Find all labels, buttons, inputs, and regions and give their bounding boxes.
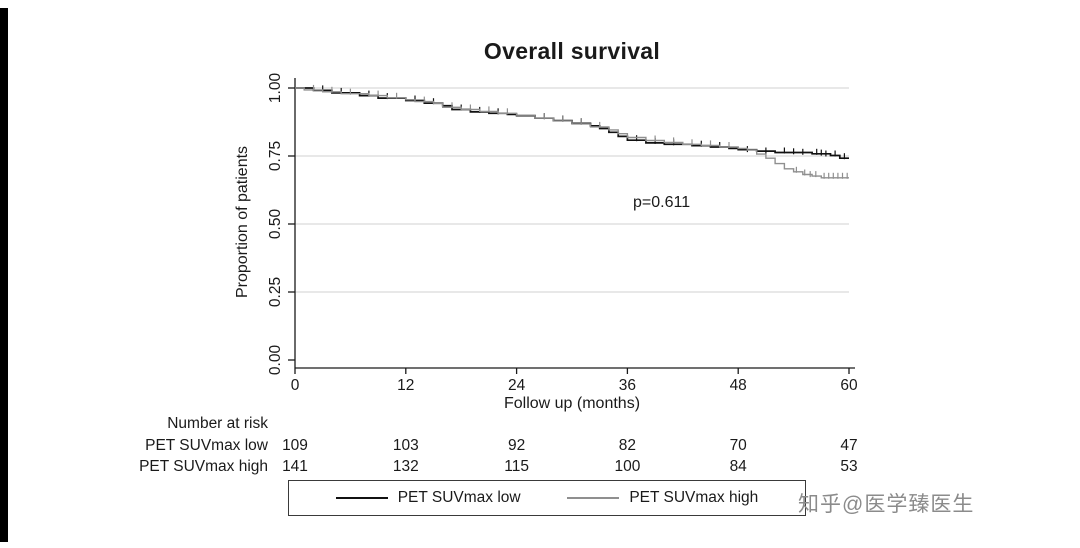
risk-row-label: PET SUVmax high [139, 458, 268, 475]
risk-count: 141 [282, 458, 308, 475]
watermark-text: 知乎@医学臻医生 [798, 493, 975, 516]
svg-text:0.25: 0.25 [267, 277, 284, 307]
svg-text:0: 0 [291, 377, 300, 394]
svg-text:1.00: 1.00 [267, 73, 284, 104]
legend-entry: PET SUVmax high [567, 489, 758, 507]
censor-ticks-high [312, 84, 848, 179]
risk-count: 109 [282, 437, 308, 454]
tick-labels: 0.00 0.25 0.50 0.75 1.00 0 12 24 36 48 60 [267, 73, 858, 394]
risk-count: 82 [618, 437, 637, 454]
risk-count: 103 [392, 437, 419, 454]
censor-ticks-low [322, 85, 846, 160]
risk-count: 47 [840, 437, 858, 454]
legend-entry: PET SUVmax low [335, 489, 521, 507]
risk-count: 92 [507, 437, 526, 454]
left-edge-bar [0, 8, 8, 542]
svg-text:12: 12 [397, 377, 414, 394]
svg-text:0.00: 0.00 [267, 345, 284, 376]
km-curve-high [295, 87, 849, 179]
gridlines [295, 87, 849, 293]
risk-count: 132 [392, 458, 419, 475]
legend-label: PET SUVmax low [397, 489, 521, 506]
risk-count: 100 [614, 458, 641, 475]
risk-count: 53 [840, 458, 858, 475]
legend-line-sample-low [335, 497, 388, 499]
risk-count: 70 [729, 437, 747, 454]
legend-line-sample-high [567, 497, 620, 499]
risk-count: 115 [504, 458, 529, 475]
chart-title: Overall survival [483, 38, 661, 64]
svg-text:48: 48 [730, 377, 747, 394]
risk-table-title: Number at risk [167, 415, 268, 432]
risk-row-label: PET SUVmax low [145, 437, 268, 454]
svg-text:0.75: 0.75 [267, 141, 284, 171]
legend-label: PET SUVmax high [629, 489, 759, 506]
svg-text:60: 60 [840, 377, 858, 394]
x-axis-label: Follow up (months) [503, 395, 641, 412]
risk-count: 84 [729, 458, 747, 475]
svg-text:36: 36 [619, 377, 636, 394]
p-value-annotation: p=0.611 [633, 194, 691, 212]
svg-text:24: 24 [508, 377, 526, 394]
axes [288, 78, 855, 374]
svg-text:0.50: 0.50 [267, 209, 284, 240]
legend-box: PET SUVmax low PET SUVmax high [288, 480, 806, 516]
